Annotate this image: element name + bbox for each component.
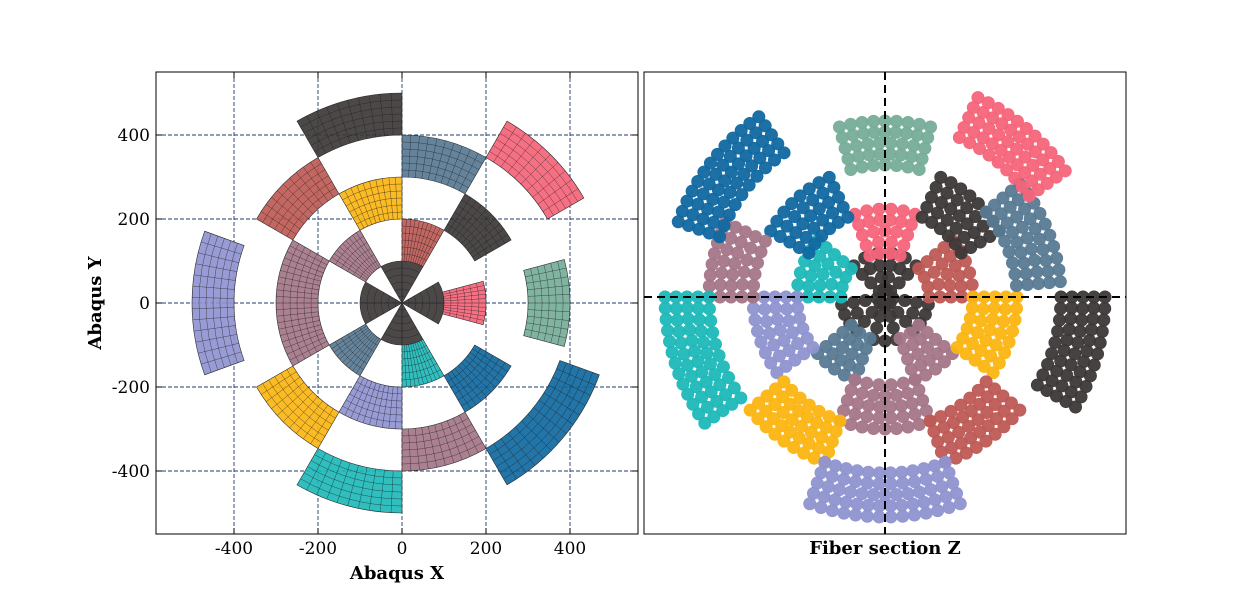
fiber-sector: [950, 290, 1024, 380]
mesh-sector: [443, 193, 512, 262]
mesh-sector: [338, 375, 403, 430]
mesh-sector: [485, 120, 585, 220]
fiber-sector: [743, 375, 847, 469]
mesh-sector: [296, 448, 403, 514]
mesh-sector: [401, 411, 487, 472]
x-tick-label: 400: [554, 539, 586, 559]
fiber-sector: [923, 375, 1027, 469]
left-panel: -400 -200 0 200 400 -400 -200 0 200 400 …: [85, 71, 639, 584]
fiber-sector: [848, 202, 922, 263]
mesh-sector: [401, 134, 487, 195]
right-x-axis-title: Fiber section Z: [809, 538, 961, 559]
left-y-tick-labels: -400 -200 0 200 400: [112, 126, 150, 482]
fiber-sector: [1030, 290, 1112, 414]
left-x-axis-title: Abaqus X: [349, 563, 444, 584]
y-tick-label: -400: [112, 462, 150, 482]
mesh-sector: [191, 230, 245, 376]
x-tick-label: 0: [397, 539, 408, 559]
mesh-sector: [256, 365, 340, 449]
x-tick-label: -200: [299, 539, 337, 559]
fiber-sector: [893, 318, 959, 387]
mesh-sector: [523, 259, 571, 347]
fiber-holder: [658, 91, 1112, 524]
right-plot-frame: [643, 71, 1127, 535]
mesh-sector: [443, 344, 512, 413]
fiber-sector: [764, 170, 855, 260]
fiber-sector: [832, 114, 938, 176]
mesh-sector: [275, 239, 330, 367]
x-tick-label: 200: [470, 539, 502, 559]
mesh-sector: [485, 360, 600, 486]
x-tick-label: -400: [215, 539, 253, 559]
mesh-sector: [380, 260, 403, 305]
fiber-sector: [952, 91, 1072, 203]
left-x-tick-labels: -400 -200 0 200 400: [215, 539, 586, 559]
mesh-sector: [328, 229, 382, 283]
left-mesh-sectors: [191, 92, 600, 514]
left-y-axis-title: Abaqus Y: [85, 255, 106, 350]
fiber-sector: [658, 290, 748, 430]
right-panel: Fiber section Z: [643, 71, 1127, 559]
fiber-sector: [746, 290, 820, 380]
mesh-sector: [256, 157, 340, 241]
mesh-sector: [296, 92, 403, 158]
mesh-sector: [401, 338, 445, 388]
mesh-sector: [328, 323, 382, 377]
y-tick-label: 400: [118, 126, 150, 146]
left-ticks: [156, 72, 638, 534]
y-tick-label: -200: [112, 378, 150, 398]
right-fiber-sectors: [658, 91, 1112, 524]
fiber-sector: [833, 373, 937, 436]
fiber-sector: [671, 110, 791, 244]
fiber-sector: [803, 455, 967, 524]
mesh-sector: [442, 280, 487, 326]
mesh-sector: [401, 218, 445, 268]
mesh-sector: [338, 176, 403, 231]
y-tick-label: 200: [118, 210, 150, 230]
y-tick-label: 0: [139, 294, 150, 314]
